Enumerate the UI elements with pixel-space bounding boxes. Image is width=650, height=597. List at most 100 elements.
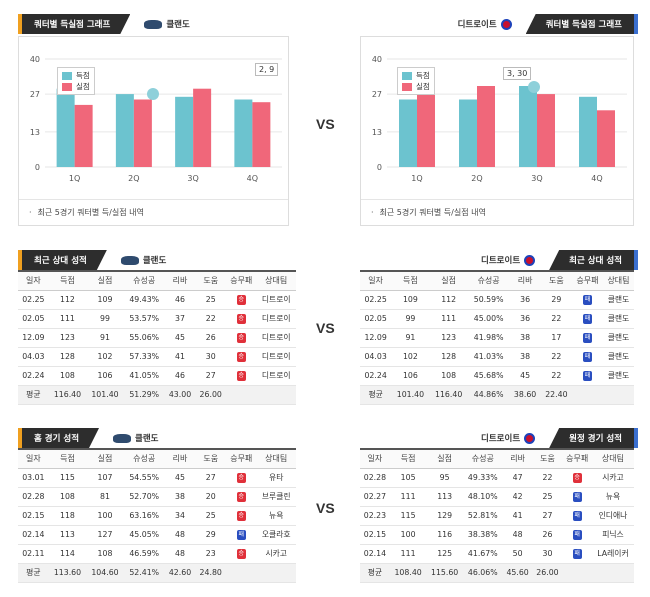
table-cell: 22	[540, 347, 573, 367]
bar-score-2Q[interactable]	[115, 94, 134, 167]
table-cell: 111	[48, 309, 87, 329]
table-cell: 02.25	[360, 290, 392, 310]
table-cell: 12.09	[360, 328, 392, 348]
bar-allowed-1Q[interactable]	[417, 83, 435, 167]
table-row[interactable]: 12.09 123 91 55.06% 45 26 승 디트로이	[18, 328, 296, 348]
bar-score-1Q[interactable]	[56, 88, 75, 167]
legend-label-score: 득점	[416, 71, 430, 80]
table-cell: 48	[164, 525, 196, 545]
table-cell: 123	[429, 328, 468, 348]
left-chart-tooltip: 2, 9	[255, 63, 279, 76]
bar-allowed-1Q[interactable]	[74, 104, 93, 167]
table-cell: 114	[48, 544, 87, 564]
bar-score-3Q[interactable]	[519, 86, 537, 167]
table-cell: 109	[86, 290, 124, 310]
y-tick-label: 0	[35, 163, 40, 172]
table-cell: 02.27	[360, 487, 390, 507]
table-cell: 25	[195, 506, 227, 526]
table-row[interactable]: 02.15 100 116 38.38% 48 26 패 피닉스	[360, 525, 634, 545]
bar-score-2Q[interactable]	[459, 99, 477, 168]
average-cell	[256, 563, 296, 583]
table-row[interactable]: 02.15 118 100 63.16% 34 25 승 뉴욕	[18, 506, 296, 526]
table-row[interactable]: 02.14 113 127 45.05% 48 29 패 오클라호	[18, 525, 296, 545]
table-row[interactable]: 04.03 102 128 41.03% 38 22 패 클랜도	[360, 347, 634, 367]
table-cell: 41.03%	[467, 347, 510, 367]
table-cell: 106	[391, 366, 430, 386]
x-tick-label: 4Q	[247, 174, 258, 183]
column-header: 승무패	[226, 272, 257, 291]
bar-score-1Q[interactable]	[399, 99, 417, 168]
table-cell: 102	[391, 347, 430, 367]
table-row[interactable]: 02.24 106 108 45.68% 45 22 패 클랜도	[360, 366, 634, 386]
recent-right-title: 최근 상대 성적	[549, 250, 638, 270]
pistons-logo-icon	[524, 432, 536, 444]
table-cell: 41	[502, 506, 533, 526]
table-row[interactable]: 04.03 128 102 57.33% 41 30 승 디트로이	[18, 347, 296, 367]
bar-allowed-3Q[interactable]	[193, 88, 212, 167]
result-cell: 승	[562, 468, 592, 488]
recent-left-team: 클랜도	[120, 254, 166, 266]
table-header-row: 일자 득점 실점 슈성공 리바 도움 승무패 상대팀	[360, 272, 634, 291]
table-cell: 45	[164, 328, 196, 348]
average-cell: 24.80	[195, 563, 227, 583]
recent-left-title: 최근 상대 성적	[18, 250, 107, 270]
away_right-grid: 일자 득점 실점 슈성공 리바 도움 승무패 상대팀 02.28 105 95 49.33% 47 22 승…	[360, 450, 634, 583]
column-header: 슈성공	[123, 272, 165, 291]
table-cell: 38	[509, 328, 541, 348]
average-cell	[226, 563, 257, 583]
table-row[interactable]: 12.09 91 123 41.98% 38 17 패 클랜도	[360, 328, 634, 348]
bar-allowed-3Q[interactable]	[537, 94, 555, 167]
table-row[interactable]: 02.05 111 99 53.57% 37 22 승 디트로이	[18, 309, 296, 329]
bar-allowed-2Q[interactable]	[133, 99, 152, 168]
table-row[interactable]: 02.24 108 106 41.05% 46 27 승 디트로이	[18, 366, 296, 386]
table-row[interactable]: 02.11 114 108 46.59% 48 23 승 시카고	[18, 544, 296, 564]
table-cell: 41.98%	[467, 328, 510, 348]
x-tick-label: 1Q	[411, 174, 422, 183]
bar-score-4Q[interactable]	[234, 99, 253, 168]
average-cell	[256, 385, 296, 405]
result-cell: 패	[572, 290, 603, 310]
table-row[interactable]: 02.25 109 112 50.59% 36 29 패 클랜도	[360, 290, 634, 310]
bar-score-3Q[interactable]	[175, 96, 194, 167]
bar-allowed-4Q[interactable]	[597, 110, 615, 167]
right-chart-legend: 득점 실점	[397, 67, 435, 95]
table-cell: 50	[502, 544, 533, 564]
loss-badge: 패	[582, 333, 592, 343]
y-tick-label: 27	[372, 90, 382, 99]
legend-swatch-score	[62, 71, 72, 80]
table-cell: 25	[195, 290, 227, 310]
bar-allowed-4Q[interactable]	[252, 102, 271, 167]
table-cell: 48.10%	[462, 487, 503, 507]
average-cell: 22.40	[540, 385, 573, 405]
table-row[interactable]: 02.27 111 113 48.10% 42 25 패 뉴욕	[360, 487, 634, 507]
table-cell: 22	[532, 468, 563, 488]
table-cell: 49.43%	[123, 290, 165, 310]
bar-allowed-2Q[interactable]	[477, 86, 495, 167]
win-badge: 승	[236, 295, 246, 305]
home-left-team: 클랜도	[113, 432, 159, 444]
table-cell: 38	[509, 347, 541, 367]
table-row[interactable]: 02.28 108 81 52.70% 38 20 승 브루클린	[18, 487, 296, 507]
table-cell: 48	[502, 525, 533, 545]
table-cell: 02.24	[18, 366, 49, 386]
table-cell: LA레이커	[591, 544, 634, 564]
table-cell: 시카고	[591, 468, 634, 488]
table-row[interactable]: 02.05 99 111 45.00% 36 22 패 클랜도	[360, 309, 634, 329]
table-cell: 02.05	[360, 309, 392, 329]
legend-item-score: 득점	[62, 70, 90, 81]
average-cell: 46.06%	[462, 563, 503, 583]
table-cell: 브루클린	[256, 487, 296, 507]
table-row[interactable]: 02.23 115 129 52.81% 41 27 패 인디애나	[360, 506, 634, 526]
recent_left-grid: 일자 득점 실점 슈성공 리바 도움 승무패 상대팀 02.25 112 109 49.43% 46 25…	[18, 272, 296, 405]
table-row[interactable]: 02.28 105 95 49.33% 47 22 승 시카고	[360, 468, 634, 488]
table-cell: 113	[426, 487, 463, 507]
table-row[interactable]: 02.14 111 125 41.67% 50 30 패 LA레이커	[360, 544, 634, 564]
table-cell: 111	[389, 487, 427, 507]
table-row[interactable]: 03.01 115 107 54.55% 45 27 승 유타	[18, 468, 296, 488]
right-chart-header: 디트로이트 쿼터별 득실점 그래프	[360, 14, 638, 34]
table-row[interactable]: 02.25 112 109 49.43% 46 25 승 디트로이	[18, 290, 296, 310]
table-cell: 99	[86, 309, 124, 329]
bullet-icon: ·	[29, 208, 32, 217]
bar-score-4Q[interactable]	[579, 96, 597, 167]
table-cell: 108	[86, 544, 124, 564]
